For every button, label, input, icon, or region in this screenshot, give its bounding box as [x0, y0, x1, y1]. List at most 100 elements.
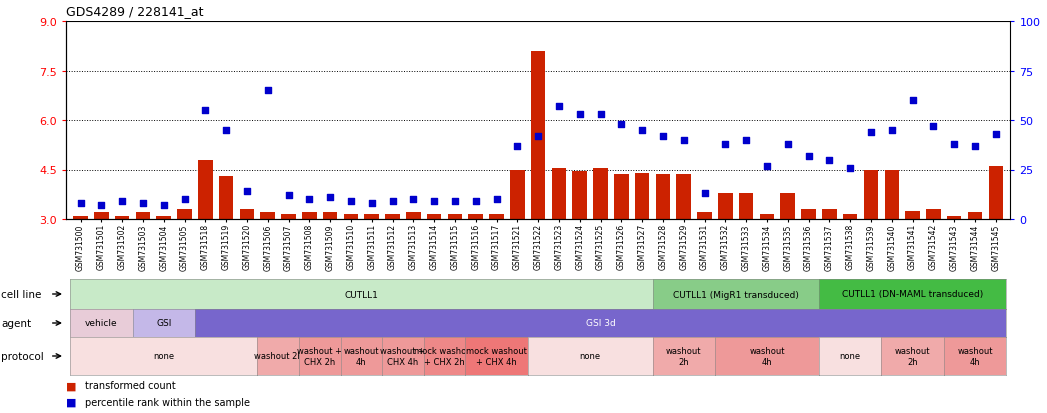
Bar: [510, 170, 525, 219]
Point: [779, 141, 796, 148]
Text: washout 2h: washout 2h: [253, 351, 303, 361]
Bar: [967, 213, 982, 219]
Bar: [385, 214, 400, 219]
Point: [863, 129, 879, 136]
Point: [654, 133, 671, 140]
Bar: [94, 213, 109, 219]
Text: vehicle: vehicle: [85, 319, 117, 328]
Point: [633, 127, 650, 134]
Bar: [156, 216, 171, 219]
Point: [467, 198, 484, 205]
Bar: [115, 216, 130, 219]
Bar: [364, 214, 379, 219]
Point: [925, 123, 941, 130]
Point: [93, 202, 110, 209]
Text: CUTLL1 (DN-MAML transduced): CUTLL1 (DN-MAML transduced): [842, 290, 983, 299]
Bar: [760, 214, 774, 219]
Point: [905, 97, 921, 104]
Bar: [343, 214, 358, 219]
Point: [717, 141, 734, 148]
Point: [321, 195, 338, 201]
Point: [197, 107, 214, 114]
Bar: [697, 213, 712, 219]
Bar: [261, 213, 275, 219]
Point: [530, 133, 547, 140]
Point: [612, 121, 629, 128]
Text: ■: ■: [66, 397, 76, 407]
Text: washout
4h: washout 4h: [750, 347, 784, 366]
Text: agent: agent: [1, 318, 31, 328]
Text: percentile rank within the sample: percentile rank within the sample: [85, 397, 250, 407]
Point: [135, 200, 152, 207]
Bar: [634, 173, 649, 219]
Point: [884, 127, 900, 134]
Point: [72, 200, 89, 207]
Text: CUTLL1: CUTLL1: [344, 290, 378, 299]
Text: ■: ■: [66, 380, 76, 390]
Text: mock washout
+ CHX 2h: mock washout + CHX 2h: [415, 347, 475, 366]
Bar: [885, 170, 899, 219]
Point: [593, 112, 609, 118]
Point: [426, 198, 443, 205]
Text: washout
2h: washout 2h: [666, 347, 701, 366]
Text: none: none: [153, 351, 174, 361]
Text: transformed count: transformed count: [85, 380, 176, 390]
Text: GDS4289 / 228141_at: GDS4289 / 228141_at: [66, 5, 203, 18]
Bar: [219, 177, 233, 219]
Text: washout
4h: washout 4h: [957, 347, 993, 366]
Bar: [468, 214, 483, 219]
Point: [114, 198, 131, 205]
Bar: [615, 175, 628, 219]
Text: none: none: [840, 351, 861, 361]
Text: GSI 3d: GSI 3d: [585, 319, 616, 328]
Point: [447, 198, 464, 205]
Bar: [406, 213, 421, 219]
Text: washout
2h: washout 2h: [895, 347, 931, 366]
Bar: [531, 52, 545, 219]
Bar: [655, 175, 670, 219]
Bar: [427, 214, 442, 219]
Point: [488, 197, 505, 203]
Text: washout
4h: washout 4h: [343, 347, 379, 366]
Bar: [843, 214, 857, 219]
Bar: [448, 214, 462, 219]
Bar: [988, 167, 1003, 219]
Bar: [594, 169, 608, 219]
Point: [239, 188, 255, 195]
Bar: [73, 216, 88, 219]
Text: cell line: cell line: [1, 289, 42, 299]
Point: [218, 127, 235, 134]
Point: [800, 153, 817, 159]
Bar: [906, 211, 920, 219]
Point: [300, 197, 317, 203]
Text: none: none: [580, 351, 601, 361]
Point: [966, 143, 983, 150]
Text: mock washout
+ CHX 4h: mock washout + CHX 4h: [466, 347, 527, 366]
Point: [987, 131, 1004, 138]
Point: [572, 112, 588, 118]
Point: [342, 198, 359, 205]
Point: [738, 137, 755, 144]
Bar: [282, 214, 296, 219]
Point: [551, 104, 567, 110]
Bar: [198, 160, 213, 219]
Point: [696, 190, 713, 197]
Point: [509, 143, 526, 150]
Bar: [573, 172, 587, 219]
Bar: [864, 170, 878, 219]
Point: [759, 163, 776, 169]
Point: [821, 157, 838, 164]
Bar: [302, 213, 316, 219]
Point: [945, 141, 962, 148]
Point: [155, 202, 172, 209]
Bar: [946, 216, 961, 219]
Text: washout +
CHX 4h: washout + CHX 4h: [380, 347, 425, 366]
Bar: [489, 214, 504, 219]
Point: [405, 197, 422, 203]
Bar: [136, 213, 150, 219]
Text: GSI: GSI: [156, 319, 172, 328]
Text: washout +
CHX 2h: washout + CHX 2h: [297, 347, 342, 366]
Bar: [780, 193, 795, 219]
Bar: [240, 209, 254, 219]
Bar: [552, 169, 566, 219]
